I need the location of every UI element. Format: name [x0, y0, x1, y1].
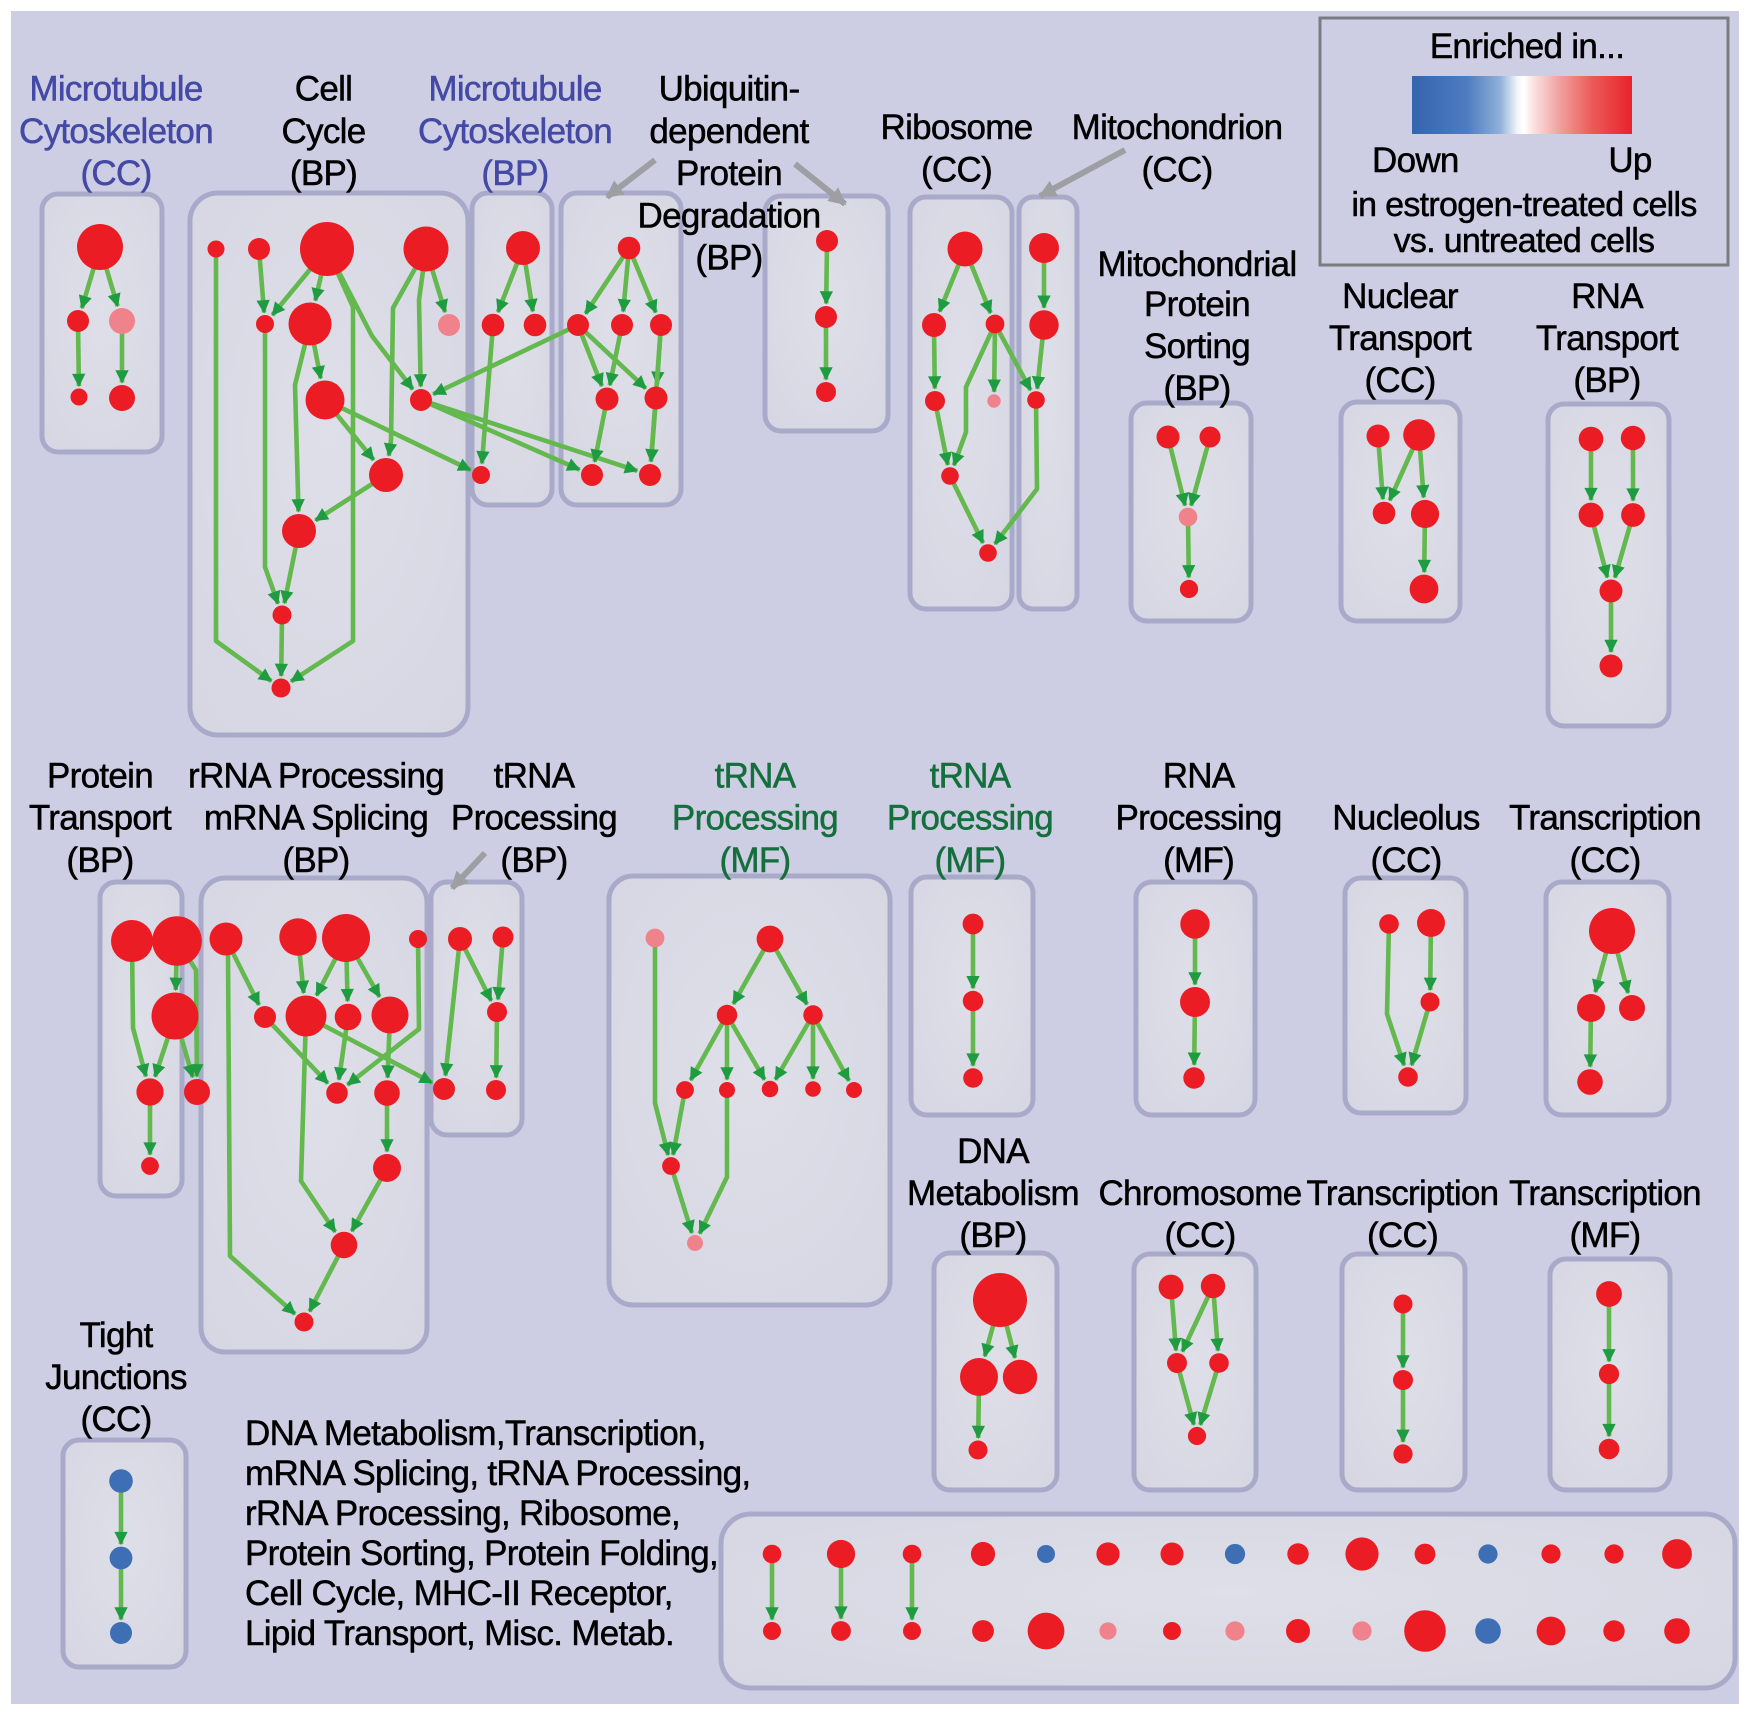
svg-text:Protein: Protein [1144, 285, 1250, 324]
svg-text:Ribosome: Ribosome [881, 108, 1033, 147]
svg-text:(BP): (BP) [481, 154, 548, 193]
svg-text:RNA: RNA [1571, 277, 1644, 316]
svg-text:(BP): (BP) [1163, 369, 1230, 408]
svg-text:Enriched in...: Enriched in... [1430, 27, 1624, 66]
svg-text:Mitochondrial: Mitochondrial [1097, 245, 1296, 284]
svg-text:Microtubule: Microtubule [428, 70, 601, 109]
svg-text:Protein Sorting, Protein Foldi: Protein Sorting, Protein Folding, [245, 1534, 718, 1573]
svg-text:Degradation: Degradation [638, 196, 821, 235]
svg-text:(CC): (CC) [1370, 841, 1441, 880]
svg-text:tRNA: tRNA [494, 757, 576, 796]
svg-text:Cell Cycle, MHC-II Receptor,: Cell Cycle, MHC-II Receptor, [245, 1574, 673, 1613]
svg-text:RNA: RNA [1163, 757, 1236, 796]
svg-text:DNA Metabolism,Transcription,: DNA Metabolism,Transcription, [245, 1414, 706, 1453]
svg-text:Protein: Protein [47, 757, 153, 796]
svg-text:Processing: Processing [451, 799, 617, 838]
svg-text:tRNA: tRNA [930, 757, 1012, 796]
svg-text:tRNA: tRNA [715, 757, 797, 796]
svg-text:Mitochondrion: Mitochondrion [1072, 108, 1283, 147]
svg-text:Cytoskeleton: Cytoskeleton [418, 112, 612, 151]
svg-text:(CC): (CC) [1364, 361, 1435, 400]
svg-text:(BP): (BP) [695, 239, 762, 278]
svg-text:vs. untreated cells: vs. untreated cells [1394, 222, 1655, 260]
svg-text:Tight: Tight [79, 1316, 153, 1355]
svg-text:Microtubule: Microtubule [29, 70, 202, 109]
svg-text:Processing: Processing [1116, 799, 1282, 838]
svg-text:Transport: Transport [1536, 319, 1679, 358]
svg-text:Chromosome: Chromosome [1098, 1174, 1301, 1213]
svg-text:(CC): (CC) [80, 1400, 151, 1439]
svg-text:Cytoskeleton: Cytoskeleton [19, 112, 213, 151]
svg-text:Processing: Processing [887, 799, 1053, 838]
svg-text:mRNA Splicing, tRNA Processing: mRNA Splicing, tRNA Processing, [245, 1454, 750, 1493]
svg-text:rRNA Processing: rRNA Processing [188, 757, 444, 796]
svg-text:Lipid Transport, Misc. Metab.: Lipid Transport, Misc. Metab. [245, 1614, 674, 1653]
svg-text:Nuclear: Nuclear [1342, 277, 1459, 316]
svg-text:(BP): (BP) [290, 154, 357, 193]
svg-text:in estrogen-treated cells: in estrogen-treated cells [1351, 186, 1696, 224]
svg-text:Cycle: Cycle [281, 112, 365, 151]
svg-text:Transcription: Transcription [1509, 1174, 1701, 1213]
svg-text:dependent: dependent [649, 112, 809, 151]
svg-text:(CC): (CC) [1141, 150, 1212, 189]
svg-text:Down: Down [1372, 141, 1459, 180]
svg-text:Ubiquitin-: Ubiquitin- [659, 70, 800, 109]
svg-text:Nucleolus: Nucleolus [1332, 799, 1480, 838]
svg-text:(MF): (MF) [719, 841, 790, 880]
svg-text:Metabolism: Metabolism [907, 1174, 1079, 1213]
svg-text:(BP): (BP) [500, 841, 567, 880]
svg-text:(BP): (BP) [66, 841, 133, 880]
svg-text:Sorting: Sorting [1144, 327, 1250, 366]
svg-text:Transport: Transport [1329, 319, 1472, 358]
svg-text:Junctions: Junctions [45, 1358, 187, 1397]
svg-text:Cell: Cell [295, 70, 353, 109]
svg-text:Protein: Protein [676, 154, 782, 193]
svg-text:DNA: DNA [957, 1132, 1030, 1171]
svg-text:Transport: Transport [29, 799, 172, 838]
svg-text:Processing: Processing [672, 799, 838, 838]
svg-text:(MF): (MF) [1163, 841, 1234, 880]
svg-text:Transcription: Transcription [1307, 1174, 1499, 1213]
svg-text:rRNA Processing, Ribosome,: rRNA Processing, Ribosome, [245, 1494, 680, 1533]
svg-text:(BP): (BP) [282, 841, 349, 880]
svg-text:mRNA Splicing: mRNA Splicing [204, 799, 428, 838]
svg-text:(MF): (MF) [934, 841, 1005, 880]
svg-text:Up: Up [1608, 141, 1651, 180]
svg-text:Transcription: Transcription [1509, 799, 1701, 838]
svg-text:(CC): (CC) [921, 150, 992, 189]
svg-text:(BP): (BP) [959, 1216, 1026, 1255]
svg-text:(CC): (CC) [1569, 841, 1640, 880]
svg-text:(CC): (CC) [1164, 1216, 1235, 1255]
svg-text:(BP): (BP) [1573, 361, 1640, 400]
svg-text:(MF): (MF) [1569, 1216, 1640, 1255]
svg-text:(CC): (CC) [1367, 1216, 1438, 1255]
svg-text:(CC): (CC) [80, 154, 151, 193]
